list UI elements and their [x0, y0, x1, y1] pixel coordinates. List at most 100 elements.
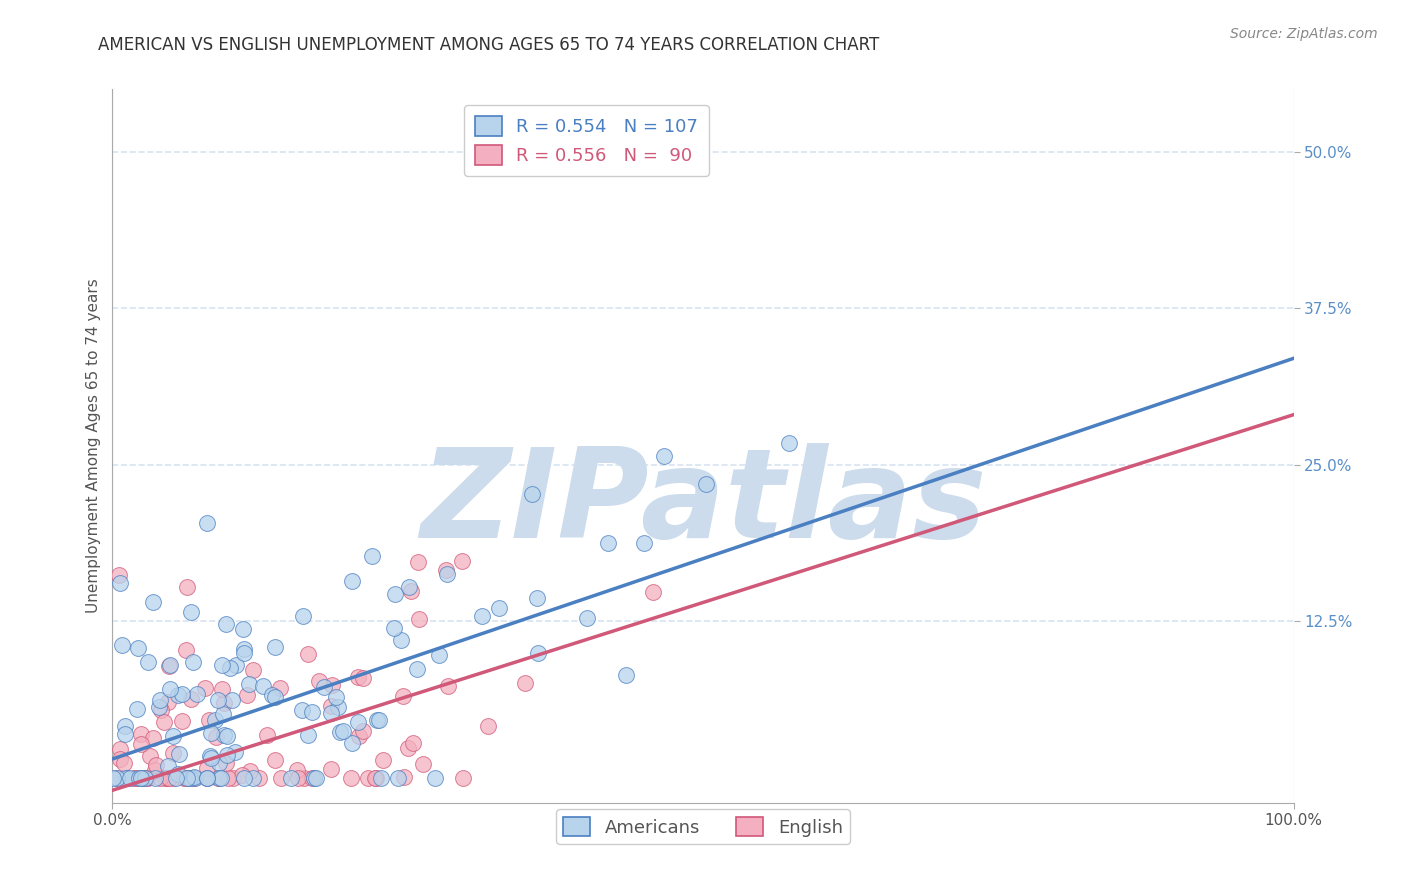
- Point: [165, 771, 187, 785]
- Point: [231, 768, 253, 782]
- Point: [176, 771, 198, 785]
- Point: [427, 648, 450, 663]
- Point: [370, 771, 392, 785]
- Point: [200, 726, 222, 740]
- Point: [167, 766, 190, 780]
- Point: [180, 605, 202, 619]
- Point: [197, 771, 219, 785]
- Point: [148, 699, 170, 714]
- Point: [389, 633, 412, 648]
- Point: [195, 771, 218, 785]
- Point: [131, 771, 153, 785]
- Point: [346, 670, 368, 684]
- Point: [153, 771, 176, 785]
- Point: [305, 771, 328, 785]
- Point: [368, 713, 391, 727]
- Point: [616, 668, 638, 682]
- Point: [179, 771, 201, 785]
- Point: [364, 771, 387, 785]
- Point: [326, 699, 349, 714]
- Point: [139, 748, 162, 763]
- Point: [212, 696, 235, 710]
- Point: [437, 679, 460, 693]
- Point: [194, 681, 217, 695]
- Point: [575, 611, 598, 625]
- Point: [321, 762, 343, 776]
- Point: [297, 728, 319, 742]
- Point: [211, 681, 233, 696]
- Point: [260, 688, 283, 702]
- Point: [136, 655, 159, 669]
- Point: [221, 693, 243, 707]
- Point: [108, 741, 131, 756]
- Point: [209, 771, 232, 785]
- Point: [159, 658, 181, 673]
- Point: [157, 658, 180, 673]
- Point: [195, 761, 218, 775]
- Point: [392, 770, 415, 784]
- Point: [152, 715, 174, 730]
- Point: [297, 648, 319, 662]
- Point: [652, 449, 675, 463]
- Point: [263, 690, 285, 705]
- Point: [198, 713, 221, 727]
- Point: [118, 771, 141, 785]
- Point: [408, 555, 430, 569]
- Point: [208, 756, 231, 770]
- Point: [302, 771, 325, 785]
- Point: [264, 753, 287, 767]
- Point: [195, 516, 218, 530]
- Point: [238, 677, 260, 691]
- Point: [127, 641, 149, 656]
- Point: [232, 771, 254, 785]
- Point: [156, 694, 179, 708]
- Point: [252, 679, 274, 693]
- Point: [384, 587, 406, 601]
- Point: [181, 771, 204, 785]
- Point: [269, 681, 291, 696]
- Point: [280, 771, 302, 785]
- Point: [598, 536, 620, 550]
- Point: [211, 657, 233, 672]
- Point: [247, 771, 270, 785]
- Point: [217, 771, 239, 785]
- Point: [356, 771, 378, 785]
- Point: [149, 771, 172, 785]
- Point: [406, 662, 429, 676]
- Point: [115, 771, 138, 785]
- Point: [436, 567, 458, 582]
- Point: [225, 657, 247, 672]
- Point: [371, 753, 394, 767]
- Point: [264, 640, 287, 654]
- Point: [104, 771, 127, 785]
- Point: [142, 731, 165, 746]
- Point: [332, 723, 354, 738]
- Point: [105, 771, 128, 785]
- Legend: Americans, English: Americans, English: [555, 809, 851, 844]
- Point: [149, 703, 172, 717]
- Point: [319, 699, 342, 714]
- Point: [149, 692, 172, 706]
- Point: [183, 770, 205, 784]
- Point: [172, 714, 194, 728]
- Point: [108, 568, 131, 582]
- Point: [312, 680, 335, 694]
- Point: [135, 771, 157, 785]
- Point: [114, 719, 136, 733]
- Point: [321, 678, 343, 692]
- Point: [162, 771, 184, 785]
- Point: [176, 581, 198, 595]
- Point: [321, 706, 343, 720]
- Point: [301, 706, 323, 720]
- Point: [527, 647, 550, 661]
- Point: [219, 661, 242, 675]
- Point: [329, 725, 352, 739]
- Point: [131, 771, 153, 785]
- Point: [396, 741, 419, 756]
- Point: [145, 758, 167, 772]
- Point: [132, 771, 155, 785]
- Point: [129, 727, 152, 741]
- Point: [200, 751, 222, 765]
- Point: [129, 771, 152, 785]
- Point: [398, 580, 420, 594]
